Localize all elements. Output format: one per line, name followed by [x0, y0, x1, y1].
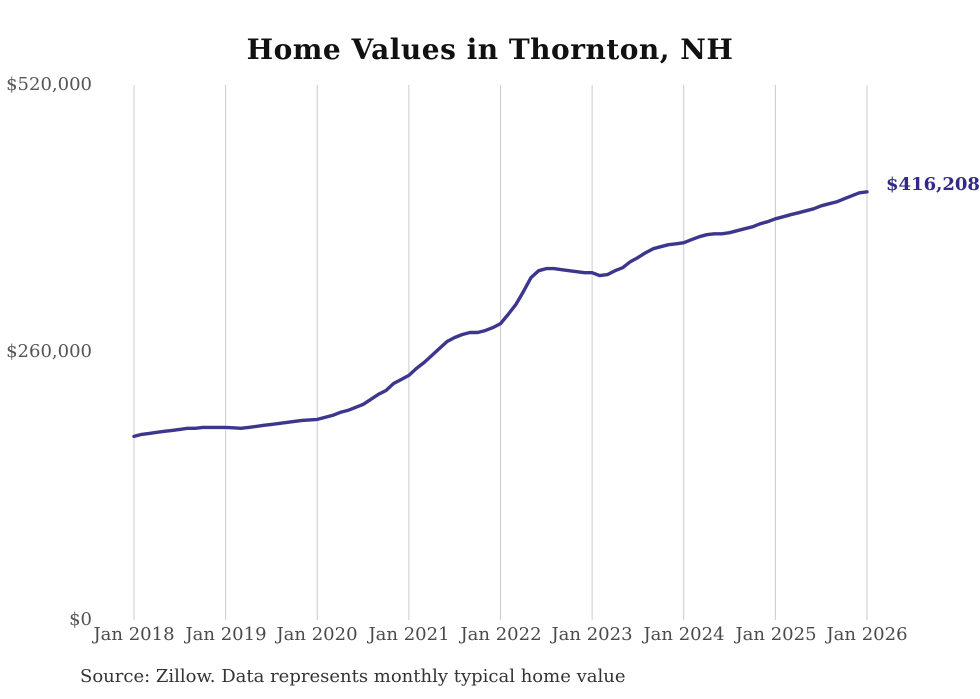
- latest-value-label: $416,208: [886, 174, 980, 195]
- x-axis-tick-jan-2026: Jan 2026: [826, 624, 908, 645]
- x-axis-tick-jan-2020: Jan 2020: [276, 624, 358, 645]
- y-axis-tick-520000: $520,000: [6, 74, 92, 95]
- chart-title: Home Values in Thornton, NH: [246, 33, 734, 66]
- x-axis-tick-jan-2025: Jan 2025: [735, 624, 817, 645]
- y-axis-tick-0: $0: [69, 609, 92, 630]
- x-axis-tick-jan-2018: Jan 2018: [93, 624, 175, 645]
- x-axis-tick-jan-2021: Jan 2021: [368, 624, 450, 645]
- home-value-line: [132, 190, 869, 439]
- x-axis-tick-jan-2019: Jan 2019: [185, 624, 267, 645]
- x-axis-tick-jan-2024: Jan 2024: [643, 624, 725, 645]
- y-axis-tick-260000: $260,000: [6, 341, 92, 362]
- x-axis-tick-jan-2023: Jan 2023: [551, 624, 633, 645]
- x-axis-tick-jan-2022: Jan 2022: [460, 624, 542, 645]
- source-note: Source: Zillow. Data represents monthly …: [80, 666, 626, 687]
